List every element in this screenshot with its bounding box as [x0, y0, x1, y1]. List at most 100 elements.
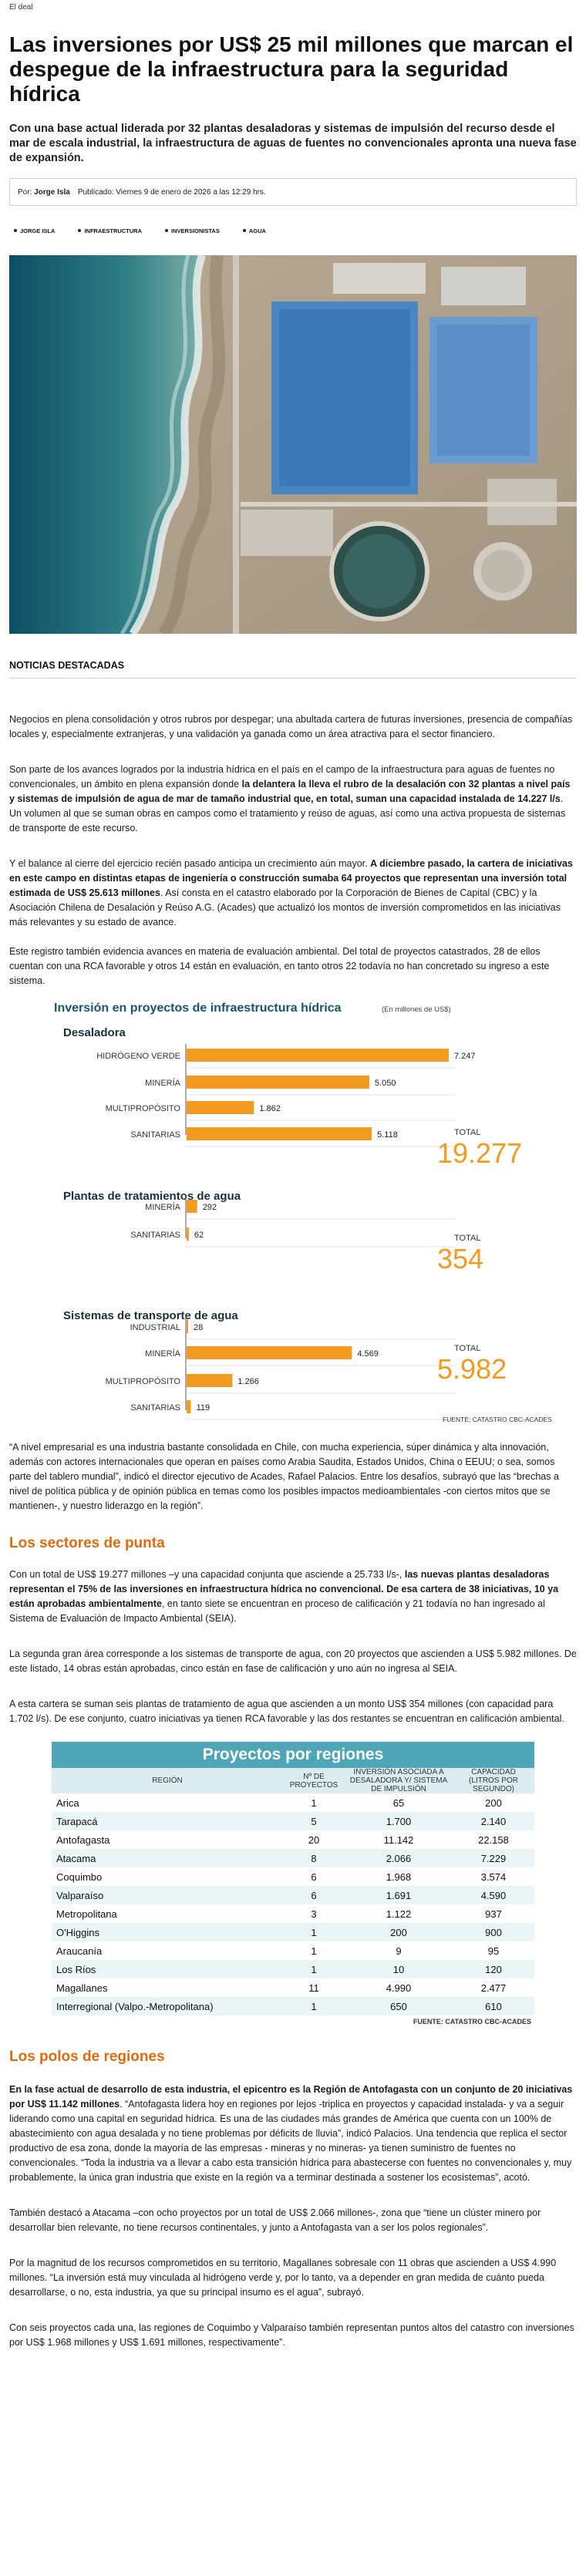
value-label: 28 — [194, 1323, 203, 1332]
paragraph: Negocios en plena consolidación y otros … — [9, 714, 573, 739]
tag-label: INFRAESTRUCTURA — [84, 227, 143, 234]
category-label: MULTIPROPÓSITO — [106, 1376, 181, 1386]
section-heading: Los sectores de punta — [9, 1535, 165, 1551]
value-cell: 5 — [283, 1812, 345, 1830]
paragraph: Por la magnitud de los recursos comprome… — [9, 2258, 557, 2298]
region-cell: Atacama — [52, 1849, 283, 1867]
value-cell: 11 — [283, 1978, 345, 1997]
bar-0-3 — [187, 1127, 372, 1140]
total-label: TOTAL — [454, 1234, 480, 1243]
value-cell: 1.122 — [345, 1904, 453, 1923]
value-label: 5.050 — [375, 1079, 396, 1088]
value-cell: 1.691 — [345, 1886, 453, 1904]
section-heading: Los polos de regiones — [9, 2049, 165, 2065]
section-tag[interactable]: El deal — [9, 3, 33, 12]
tag-list: JORGE ISLA INFRAESTRUCTURA INVERSIONISTA… — [9, 225, 577, 236]
value-cell: 2.066 — [345, 1849, 453, 1867]
value-cell: 4.990 — [345, 1978, 453, 1997]
value-cell: 200 — [453, 1793, 534, 1812]
paragraph-bold: las nuevas plantas desaladoras represent… — [9, 1569, 559, 1609]
panel-title: Plantas de tratamientos de agua — [63, 1190, 241, 1203]
value-cell: 1 — [283, 1960, 345, 1978]
paragraph: A esta cartera se suman seis plantas de … — [9, 1699, 564, 1724]
tag-item[interactable]: AGUA — [242, 227, 266, 234]
value-cell: 6 — [283, 1886, 345, 1904]
table-row: Magallanes 11 4.990 2.477 — [52, 1978, 534, 1997]
paragraph-bold: En la fase actual de desarrollo de esta … — [9, 2084, 573, 2110]
dot-icon — [165, 229, 169, 232]
chart-source: FUENTE: CATASTRO CBC-ACADES — [443, 1416, 552, 1423]
paragraph: Y el balance al cierre del ejercicio rec… — [9, 857, 577, 930]
regions-table-block: Proyectos por regiones REGIÓN Nº DE PROY… — [52, 1742, 534, 2025]
tag-item[interactable]: INVERSIONISTAS — [165, 227, 220, 234]
total-label: TOTAL — [454, 1128, 480, 1137]
region-cell: Arica — [52, 1793, 283, 1812]
category-label: MINERÍA — [145, 1349, 181, 1359]
value-label: 5.118 — [377, 1130, 398, 1140]
author-name[interactable]: Jorge Isla — [34, 187, 70, 197]
category-label: MULTIPROPÓSITO — [106, 1103, 181, 1113]
value-cell: 11.142 — [345, 1830, 453, 1849]
byline-prefix: Por: — [18, 187, 32, 197]
value-cell: 22.158 — [453, 1830, 534, 1849]
table-header: REGIÓN — [52, 1768, 283, 1793]
investment-chart: Inversión en proyectos de infraestructur… — [54, 1002, 552, 1423]
bar-2-3 — [187, 1400, 191, 1413]
value-label: 62 — [194, 1231, 204, 1240]
panel-title: Sistemas de transporte de agua — [63, 1309, 238, 1322]
tag-label: JORGE ISLA — [20, 227, 56, 234]
paragraph-text: Son parte de los avances logrados por la… — [9, 764, 555, 790]
value-cell: 1.700 — [345, 1812, 453, 1830]
category-label: SANITARIAS — [130, 1130, 180, 1140]
table-row: Coquimbo 6 1.968 3.574 — [52, 1867, 534, 1886]
value-cell: 3.574 — [453, 1867, 534, 1886]
region-cell: Metropolitana — [52, 1904, 283, 1923]
value-cell: 1 — [283, 1793, 345, 1812]
paragraph: La segunda gran área corresponde a los s… — [9, 1648, 577, 1674]
article-title: Las inversiones por US$ 25 mil millones … — [9, 32, 574, 106]
value-cell: 10 — [345, 1960, 453, 1978]
chart-unit: (En millones de US$) — [382, 1005, 451, 1014]
paragraph: Este registro también evidencia avances … — [9, 946, 550, 986]
bar-0-0 — [187, 1049, 449, 1062]
value-label: 292 — [203, 1203, 217, 1212]
regions-table-title: Proyectos por regiones — [52, 1742, 534, 1768]
tag-item[interactable]: INFRAESTRUCTURA — [78, 227, 142, 234]
byline-author: Por: Jorge Isla — [18, 188, 70, 197]
bar-0-2 — [187, 1101, 254, 1114]
byline-date: Publicado: Viernes 9 de enero de 2026 a … — [77, 187, 266, 197]
bar-1-1 — [187, 1227, 189, 1241]
table-source: FUENTE: CATASTRO CBC-ACADES — [413, 2018, 531, 2025]
table-header-row: REGIÓN Nº DE PROYECTOS INVERSIÓN ASOCIAD… — [52, 1768, 534, 1793]
byline-box: Por: Jorge Isla Publicado: Viernes 9 de … — [9, 178, 577, 206]
dot-icon — [78, 229, 82, 232]
value-cell: 9 — [345, 1941, 453, 1960]
bar-2-1 — [187, 1346, 352, 1359]
article-lead: Con una base actual liderada por 32 plan… — [9, 123, 577, 164]
value-cell: 7.229 — [453, 1849, 534, 1867]
category-label: MINERÍA — [145, 1202, 181, 1212]
total-value: 5.982 — [437, 1353, 507, 1385]
value-cell: 6 — [283, 1867, 345, 1886]
region-cell: Antofagasta — [52, 1830, 283, 1849]
featured-news-label[interactable]: NOTICIAS DESTACADAS — [9, 660, 125, 671]
bar-2-0 — [187, 1320, 188, 1333]
value-cell: 120 — [453, 1960, 534, 1978]
table-header: Nº DE PROYECTOS — [283, 1768, 345, 1793]
value-cell: 20 — [283, 1830, 345, 1849]
table-row: Antofagasta 20 11.142 22.158 — [52, 1830, 534, 1849]
chart-title: Inversión en proyectos de infraestructur… — [54, 1002, 342, 1015]
table-row: Interregional (Valpo.-Metropolitana) 1 650… — [52, 1997, 534, 2015]
value-cell: 1.968 — [345, 1867, 453, 1886]
table-header: INVERSIÓN ASOCIADA A DESALADORA Y/ SISTE… — [345, 1768, 453, 1793]
tag-item[interactable]: JORGE ISLA — [14, 227, 55, 234]
value-cell: 95 — [453, 1941, 534, 1960]
paragraph-bold: A diciembre pasado, la cartera de inicia… — [9, 858, 573, 898]
article: Las inversiones por US$ 25 mil millones … — [0, 32, 586, 2350]
bar-2-2 — [187, 1374, 233, 1387]
value-cell: 1 — [283, 1997, 345, 2015]
dot-icon — [14, 229, 17, 232]
value-label: 4.569 — [357, 1349, 379, 1359]
value-cell: 2.140 — [453, 1812, 534, 1830]
value-cell: 4.590 — [453, 1886, 534, 1904]
